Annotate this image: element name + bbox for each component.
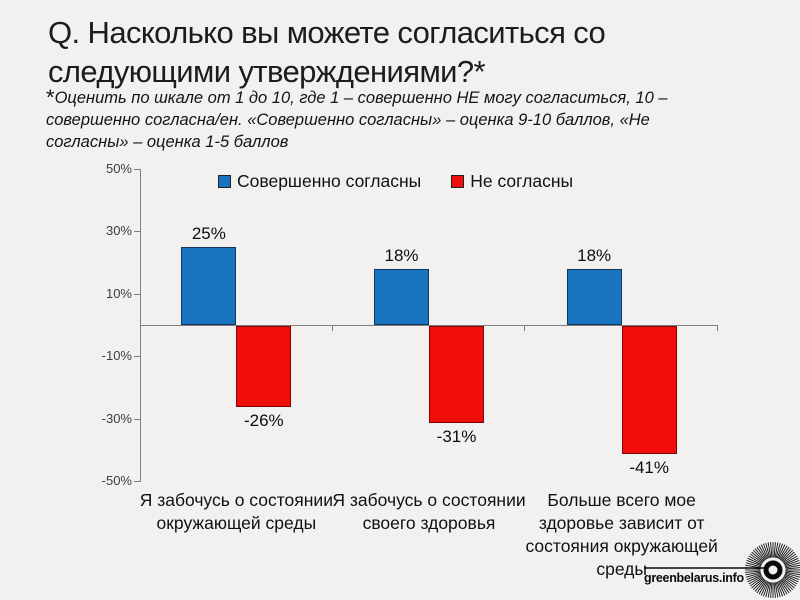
bar-value-label: 18%: [384, 245, 419, 265]
bar-value-label: -41%: [629, 457, 669, 477]
y-axis-tick-mark: [134, 418, 140, 420]
dandelion-burst-icon: [644, 542, 800, 598]
legend-item-disagree: Не согласны: [451, 171, 573, 192]
x-axis-zero-line: [140, 325, 718, 326]
category-label-2: Больше всего мое здоровье зависит от сос…: [525, 490, 718, 579]
subtitle: *Оценить по шкале от 1 до 10, где 1 – со…: [46, 87, 714, 153]
bar-strongly-agree-2: [566, 268, 622, 325]
y-axis-tick-mark: [134, 481, 140, 482]
bar-chart-plot-area: 50% 30% 10% -10% -30% -50% 25% 18% 18% -26% -31% -4…: [102, 161, 718, 488]
y-axis-tick-label: -10%: [101, 348, 132, 364]
bar-disagree-0: [236, 326, 292, 408]
category-label-0: Я забочусь о состоянии окружающей среды: [139, 490, 333, 533]
bar-value-label: 18%: [577, 245, 612, 265]
x-axis-tick-mark: [717, 326, 718, 331]
bar-disagree-2: [621, 326, 677, 454]
bar-value-label: -26%: [243, 411, 284, 431]
subtitle-text: Оценить по шкале от 1 до 10, где 1 – сов…: [46, 89, 668, 151]
legend-swatch-red-icon: [451, 175, 465, 188]
y-axis-tick-mark: [134, 169, 140, 170]
logo-text: greenbelarus.info: [644, 571, 744, 585]
legend-label-strongly-agree: Совершенно согласны: [237, 171, 422, 191]
legend-swatch-blue-icon: [218, 175, 231, 188]
subtitle-asterisk: *: [46, 85, 55, 110]
y-axis-tick-label: 50%: [105, 161, 132, 176]
bar-value-label: -31%: [436, 426, 477, 446]
y-axis-tick-label: 10%: [105, 285, 132, 301]
page-title: Q. Насколько вы можете согласиться со сл…: [48, 15, 606, 89]
bar-strongly-agree-1: [374, 268, 429, 325]
bar-disagree-1: [429, 326, 484, 423]
category-label-1: Я забочусь о состоянии своего здоровья: [332, 490, 526, 533]
bar-strongly-agree-0: [181, 247, 237, 325]
y-axis-tick-label: -50%: [101, 473, 132, 488]
y-axis-tick-label: 30%: [105, 223, 132, 239]
legend-item-strongly-agree: Совершенно согласны: [218, 171, 421, 192]
x-axis-tick-mark: [524, 326, 526, 331]
y-axis-tick-mark: [134, 231, 140, 233]
y-axis-tick-label: -30%: [101, 410, 132, 426]
chart-legend: Совершенно согласны Не согласны: [218, 171, 573, 192]
legend-label-disagree: Не согласны: [470, 171, 574, 191]
bar-value-label: 25%: [191, 224, 226, 243]
y-axis-tick-mark: [134, 356, 140, 358]
y-axis-tick-mark: [134, 293, 140, 295]
x-axis-tick-mark: [331, 326, 333, 331]
